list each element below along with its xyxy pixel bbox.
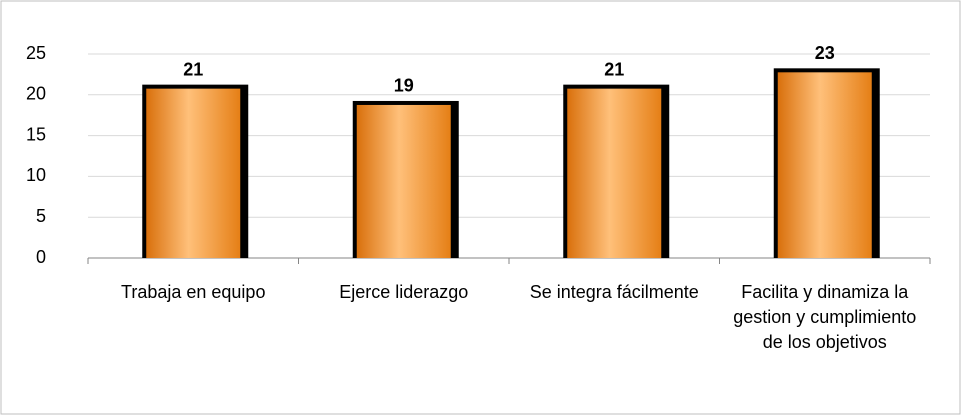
y-tick-label: 5	[36, 206, 46, 226]
bar	[777, 72, 872, 258]
y-tick-label: 0	[36, 247, 46, 267]
data-label: 21	[604, 59, 624, 79]
data-label: 23	[815, 43, 835, 63]
y-tick-label: 25	[26, 43, 46, 63]
bar	[146, 88, 241, 258]
x-tick-label: Se integra fácilmente	[529, 282, 699, 302]
data-label: 21	[183, 59, 203, 79]
y-tick-label: 20	[26, 84, 46, 104]
y-tick-label: 15	[26, 124, 46, 144]
data-label: 19	[394, 76, 414, 96]
x-tick-label: Facilita y dinamiza la gestion y cumplim…	[733, 282, 917, 352]
bar	[567, 88, 662, 258]
bar	[356, 104, 451, 259]
x-tick-label: Ejerce liderazgo	[339, 282, 469, 302]
x-tick-label: Trabaja en equipo	[121, 282, 266, 302]
y-tick-label: 10	[26, 165, 46, 185]
